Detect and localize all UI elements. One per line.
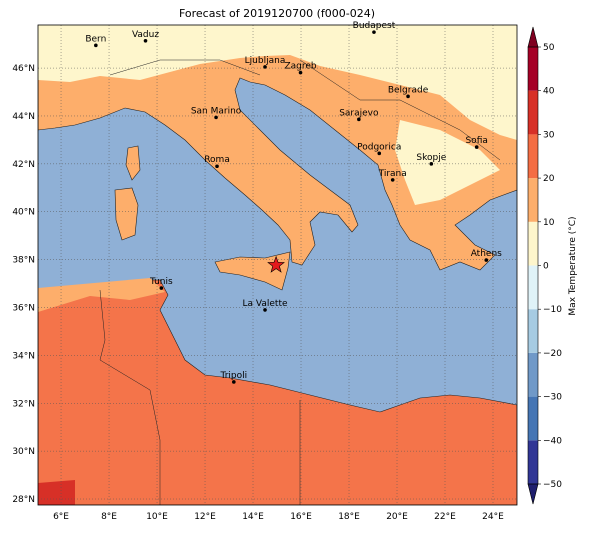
colorbar-bin [528,440,538,484]
corsica [125,145,141,181]
lon-tick-label: 14°E [242,512,264,522]
lon-tick-label: 8°E [101,512,117,522]
colorbar-tick-label: 40 [543,87,555,97]
lat-tick-label: 44°N [12,112,35,122]
city-dot [474,145,479,149]
event-star [267,255,285,273]
colorbar-bin [528,90,538,135]
city-label: Tripoli [220,371,248,381]
city-dot [429,162,434,166]
lat-tick-label: 36°N [12,303,35,313]
sardinia [114,187,139,241]
colorbar-bin [528,178,538,222]
borders [99,59,501,505]
colorbar-tick-label: 0 [543,262,549,272]
colorbar-over [527,26,539,48]
lon-tick-label: 22°E [434,512,456,522]
city-label: Zagreb [284,62,316,72]
map-frame [37,24,518,506]
colorbar-bin [528,396,538,441]
city-label: Vaduz [132,30,159,40]
lat-tick-label: 30°N [12,447,35,457]
city-dot [406,94,410,99]
city-dot [143,39,148,43]
colorbar-bin [528,309,538,353]
colorbar-tick-label: 10 [543,218,555,228]
colorbar-tick-label: −30 [543,393,562,403]
lon-tick-label: 24°E [482,512,504,522]
city-dot [484,258,489,262]
colorbar-tick-label: −10 [543,305,562,315]
lat-tick-label: 40°N [12,208,35,218]
tunisia-coast [38,278,165,312]
city-label: Tunis [149,277,173,287]
colorbar-bin [528,47,538,91]
city-label: Athens [471,249,502,259]
city-label: Budapest [353,21,396,31]
city-label: San Marino [191,106,242,116]
lon-tick-label: 18°E [338,512,360,522]
city-label: Sarajevo [339,108,379,118]
lat-tick-label: 38°N [12,256,35,266]
city-label: Roma [204,155,230,165]
lat-tick-label: 28°N [12,495,35,505]
lat-tick-label: 32°N [12,399,35,409]
colorbar-bin [528,265,538,310]
sicily [214,251,291,291]
city-label: Tirana [378,169,407,179]
colorbar-tick-label: 20 [543,174,555,184]
city-label: Sofia [465,136,487,146]
title: Forecast of 2019120700 (f000-024) [179,7,375,20]
city-dot [263,65,267,69]
colorbar-bin [528,352,538,397]
lon-tick-label: 10°E [146,512,168,522]
city-dot [215,164,219,169]
city-label: Bern [85,34,106,44]
lon-tick-label: 20°E [386,512,408,522]
overlay: 6°E 8°E 10°E 12°E 14°E 16°E 18°E 20°E 22°E 24°E 28… [12,21,562,522]
city-label: Belgrade [388,85,429,95]
city-dot [390,178,395,182]
city-dot [159,286,164,290]
lat-tick-label: 46°N [12,64,35,74]
city-label: Ljubljana [245,56,286,66]
city-dot [214,115,218,120]
lat-tick-label: 34°N [12,351,35,361]
colorbar-under [527,483,539,505]
colorbar-label: Max Temperature (°C) [568,216,578,315]
balkan-highland [395,120,500,205]
city-dot [357,117,361,122]
colorbar-tick-label: 50 [543,43,555,53]
city-label: Podgorica [357,142,401,152]
city-dot [263,308,267,312]
north-land [38,25,517,140]
city-dot [232,380,236,384]
colorbar-tick-label: −50 [543,480,562,490]
city-dot [372,30,376,34]
city-label: La Valette [243,299,288,309]
lon-tick-label: 16°E [290,512,312,522]
city-dot [94,43,98,48]
colorbar-tick-label: 30 [543,130,555,140]
hot-patch [38,480,75,505]
city-label: Skopje [416,153,446,163]
lon-tick-label: 6°E [53,512,69,522]
colorbar-tick-label: −20 [543,349,562,359]
city-dot [377,151,382,156]
colorbar-bin [528,221,538,266]
lat-tick-label: 42°N [12,160,35,170]
city-dot [298,70,303,75]
colorbar-bin [528,134,538,179]
colorbar-tick-label: −40 [543,436,562,446]
lon-tick-label: 12°E [194,512,216,522]
